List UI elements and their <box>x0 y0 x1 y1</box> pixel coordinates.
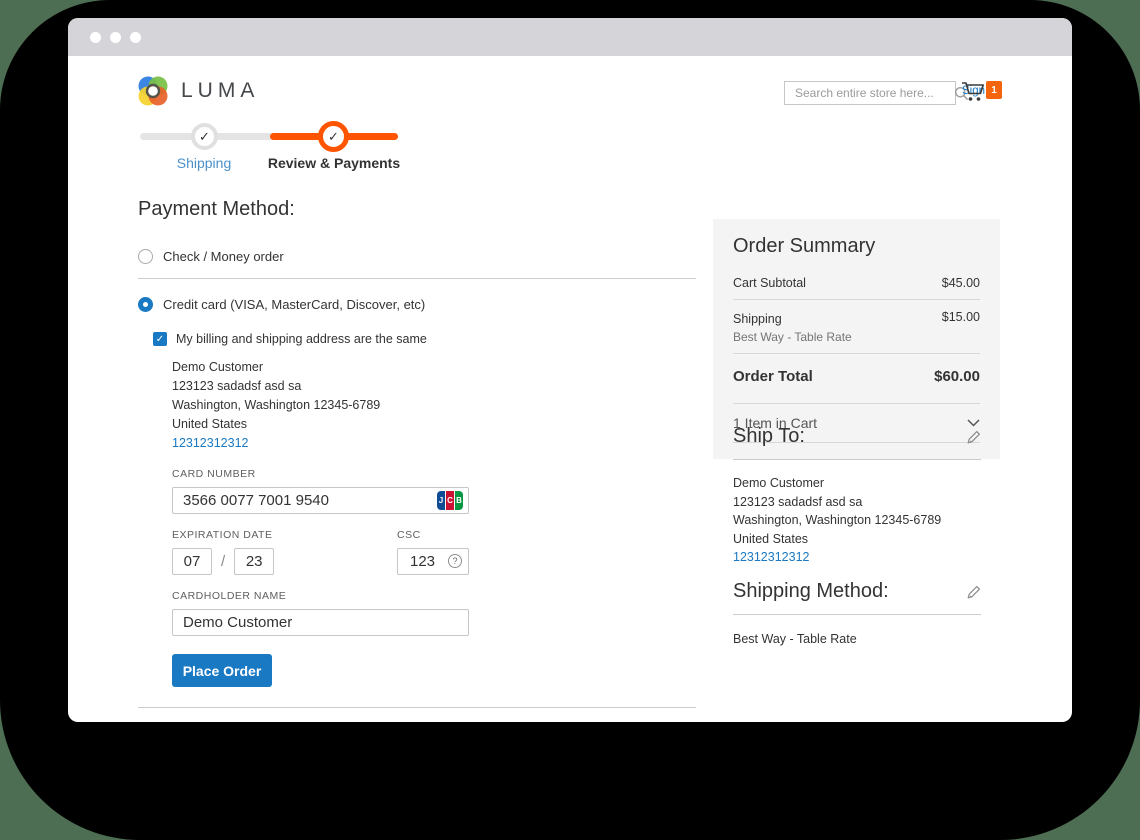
card-number-label: CARD NUMBER <box>172 468 256 480</box>
shipping-row: Shipping Best Way - Table Rate $15.00 <box>733 300 980 354</box>
payment-method-label[interactable]: Credit card (VISA, MasterCard, Discover,… <box>163 296 426 312</box>
search-input[interactable] <box>785 86 954 100</box>
step-review-icon[interactable]: ✓ <box>318 121 349 152</box>
exp-separator: / <box>221 553 226 570</box>
divider <box>138 278 696 279</box>
subtotal-row: Cart Subtotal $45.00 <box>733 266 980 300</box>
ship-to-title: Ship To: <box>733 425 805 447</box>
place-order-button[interactable]: Place Order <box>172 654 272 687</box>
cardholder-group: CARDHOLDER NAME <box>172 590 469 636</box>
subtotal-label: Cart Subtotal <box>733 276 806 290</box>
address-city: Washington, Washington 12345-6789 <box>733 513 942 527</box>
billing-same-label[interactable]: My billing and shipping address are the … <box>176 332 427 346</box>
exp-year-input[interactable] <box>234 548 275 575</box>
divider <box>138 707 696 708</box>
checkbox-checked-icon[interactable]: ✓ <box>153 332 167 346</box>
window-titlebar[interactable] <box>68 18 1072 56</box>
csc-group: CSC ? <box>397 529 469 575</box>
csc-help-icon[interactable]: ? <box>448 554 462 568</box>
expiration-csc-group: EXPIRATION DATE / CSC ? <box>172 529 469 575</box>
address-street: 123123 sadadsf asd sa <box>172 379 302 393</box>
address-country: United States <box>172 417 248 431</box>
shipping-method-title: Shipping Method: <box>733 580 889 602</box>
order-summary-title: Order Summary <box>733 235 876 257</box>
step-label-shipping[interactable]: Shipping <box>176 155 232 171</box>
order-total-label: Order Total <box>733 368 813 385</box>
payment-section: Payment Method: Check / Money order Cred… <box>138 198 696 722</box>
check-icon: ✓ <box>199 129 210 144</box>
cart-count-badge[interactable]: 1 <box>986 81 1002 99</box>
step-label-review: Review & Payments <box>267 155 401 171</box>
radio-unchecked-icon[interactable] <box>138 248 153 264</box>
edit-pencil-icon[interactable] <box>967 585 981 599</box>
expiration-label: EXPIRATION DATE <box>172 529 273 541</box>
cardholder-input[interactable] <box>172 609 469 636</box>
shipping-method-sub: Best Way - Table Rate <box>733 330 852 344</box>
payment-method-check-money[interactable]: Check / Money order <box>138 247 696 265</box>
shipping-label: Shipping <box>733 312 782 326</box>
search-icon[interactable] <box>954 86 969 101</box>
items-in-cart-label[interactable]: 1 Item in Cart <box>733 415 818 431</box>
payment-method-credit-card[interactable]: Credit card (VISA, MasterCard, Discover,… <box>138 295 696 313</box>
items-in-cart-toggle[interactable]: 1 Item in Cart <box>733 403 980 443</box>
exp-month-input[interactable] <box>172 548 212 575</box>
phone-link[interactable]: 12312312312 <box>172 436 249 450</box>
jcb-card-icon: J C B <box>437 491 463 510</box>
csc-label: CSC <box>397 529 421 541</box>
ship-to-section: Ship To: Demo Customer 123123 sadadsf as… <box>733 425 981 567</box>
minicart[interactable]: Sign In 1 <box>961 78 1002 108</box>
address-city: Washington, Washington 12345-6789 <box>172 398 381 412</box>
payment-method-label[interactable]: Check / Money order <box>163 248 284 264</box>
cart-icon[interactable] <box>961 80 987 109</box>
radio-checked-icon[interactable] <box>138 296 153 312</box>
address-name: Demo Customer <box>172 360 263 374</box>
window-dot[interactable] <box>90 31 101 43</box>
phone-link[interactable]: 12312312312 <box>733 550 810 564</box>
logo-text: LUMA <box>181 79 260 102</box>
subtotal-value: $45.00 <box>941 276 980 290</box>
payment-title: Payment Method: <box>138 198 295 220</box>
progress-track <box>140 133 398 140</box>
cardholder-label: CARDHOLDER NAME <box>172 590 287 602</box>
shipping-method-value: Best Way - Table Rate <box>733 632 857 646</box>
shipping-value: $15.00 <box>941 310 980 324</box>
billing-same-checkbox-row[interactable]: ✓ My billing and shipping address are th… <box>153 332 696 346</box>
address-name: Demo Customer <box>733 476 824 490</box>
ship-to-address: Demo Customer 123123 sadadsf asd sa Wash… <box>733 474 981 567</box>
step-shipping-icon[interactable]: ✓ <box>191 123 218 150</box>
order-total-row: Order Total $60.00 <box>733 354 980 393</box>
luma-logo[interactable]: LUMA <box>136 74 259 108</box>
address-street: 123123 sadadsf asd sa <box>733 494 863 509</box>
edit-pencil-icon[interactable] <box>967 430 981 444</box>
browser-window: LUMA Sign In 1 ✓ ✓ Shipping Review & P <box>68 18 1072 722</box>
window-dot[interactable] <box>130 31 141 43</box>
shipping-method-section: Shipping Method: Best Way - Table Rate <box>733 580 981 646</box>
order-total-value: $60.00 <box>934 368 980 385</box>
window-dot[interactable] <box>110 31 121 43</box>
order-summary-panel: Order Summary Cart Subtotal $45.00 Shipp… <box>713 219 1000 459</box>
card-number-input[interactable] <box>172 487 469 514</box>
check-icon: ✓ <box>328 129 339 144</box>
billing-address: Demo Customer 123123 sadadsf asd sa Wash… <box>172 358 696 453</box>
card-number-group: CARD NUMBER J C B <box>172 468 469 514</box>
search-box[interactable] <box>784 81 969 105</box>
chevron-down-icon[interactable] <box>967 419 980 427</box>
address-country: United States <box>733 531 809 546</box>
luma-logo-icon <box>138 76 168 106</box>
